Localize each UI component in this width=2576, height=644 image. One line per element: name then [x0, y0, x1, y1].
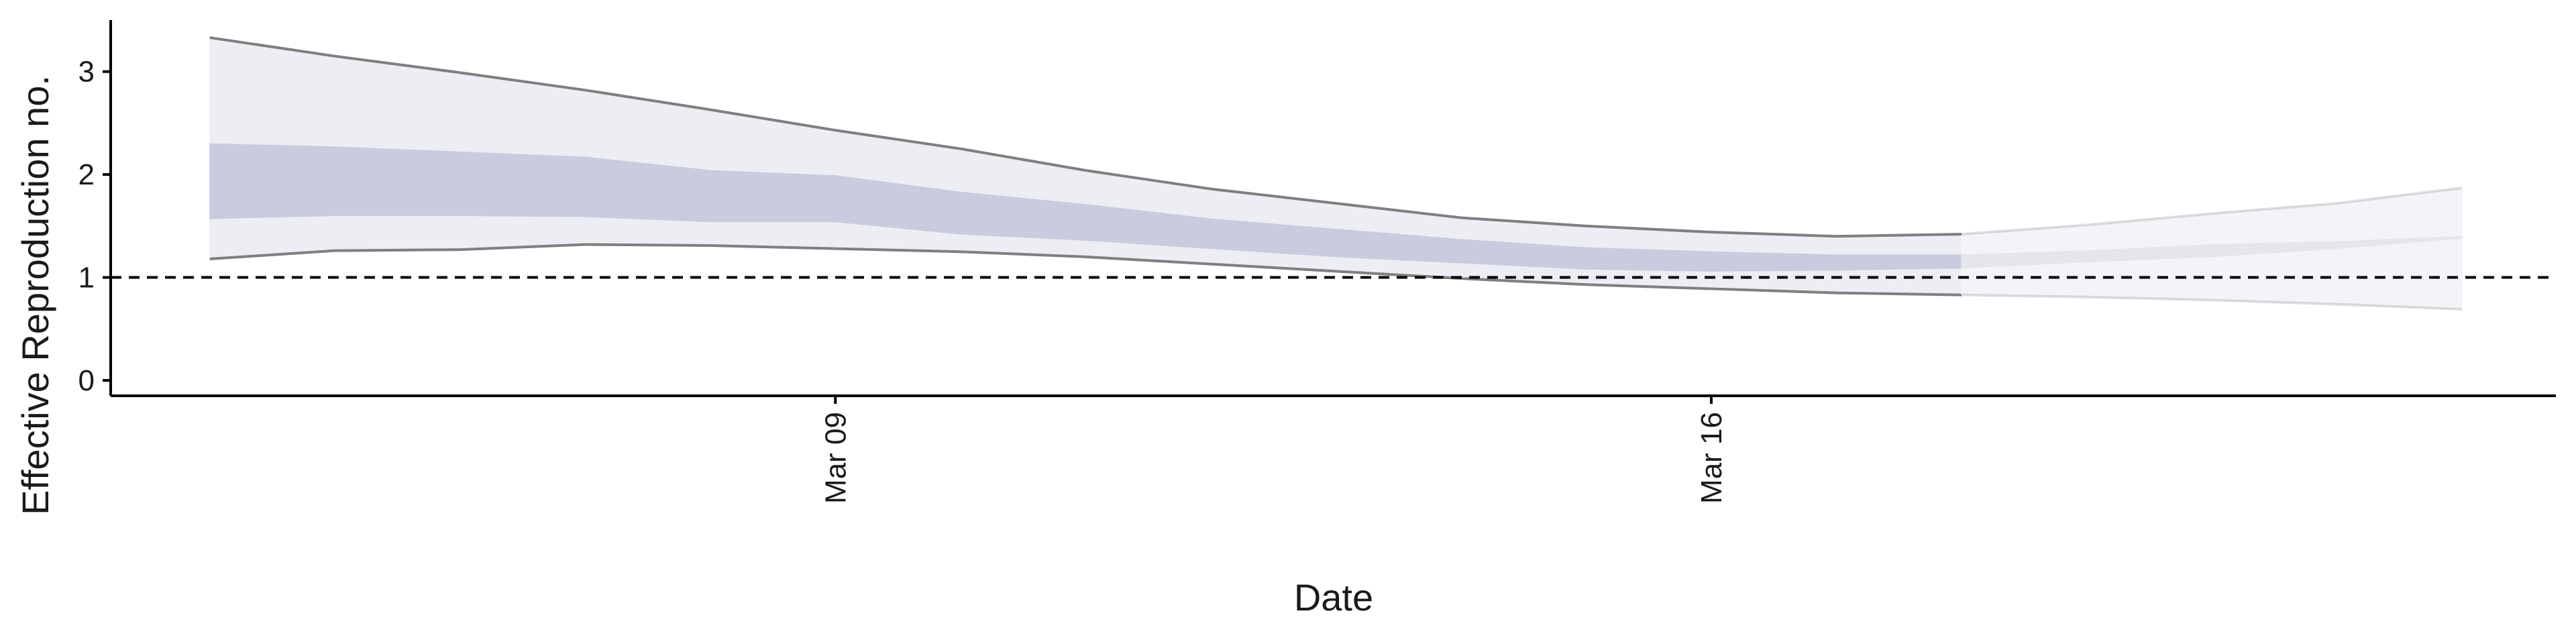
upper-bound-line-segment [2086, 212, 2212, 227]
lower-bound-line-segment [1961, 293, 2087, 299]
interval-50-band-segment [1711, 251, 1837, 272]
lower-bound-line-segment [1460, 277, 1587, 286]
y-tick-label: 1 [78, 262, 95, 294]
interval-50-band-segment [1835, 254, 1962, 271]
lower-bound-line-segment [835, 247, 961, 254]
lower-bound-line-segment [1586, 283, 1712, 290]
upper-bound-line-segment [1586, 224, 1712, 234]
upper-bound-line-segment [1961, 223, 2087, 236]
y-tick-label: 0 [78, 364, 95, 397]
lower-bound-line-segment [585, 243, 710, 247]
lower-bound-line-segment [1085, 255, 1211, 266]
upper-bound-line-segment [710, 108, 836, 132]
interval-50-band-segment [209, 143, 335, 219]
lower-bound-line-segment [1210, 262, 1336, 273]
upper-bound-line-segment [1210, 187, 1336, 205]
lower-bound-line-segment [960, 250, 1086, 258]
interval-50-band-segment [710, 170, 836, 223]
interval-50-band-segment [334, 146, 461, 217]
upper-bound-line-segment [334, 54, 460, 74]
y-tick-label: 3 [78, 56, 95, 89]
lower-bound-line-segment [335, 248, 460, 252]
upper-bound-line-segment [1336, 202, 1462, 219]
x-tick-label: Mar 09 [819, 412, 852, 504]
upper-bound-line-segment [1711, 231, 1837, 238]
lower-bound-line-segment [2086, 295, 2212, 302]
upper-bound-line-segment [835, 129, 961, 150]
upper-bound-line-segment [1460, 216, 1587, 227]
lower-bound-line-segment [710, 244, 836, 250]
axes-layer: 0 1 2 3 Mar 09 Mar 16 [78, 20, 2556, 504]
upper-bound-line-segment [460, 71, 586, 92]
lower-bound-line-segment [2337, 303, 2463, 311]
lower-bound-line-segment [2211, 299, 2337, 306]
interval-50-band-segment [460, 151, 586, 217]
lower-bound-line-segment [460, 243, 586, 252]
plot-layer [111, 36, 2556, 311]
x-axis-title: Date [1294, 576, 1373, 619]
y-tick-label: 2 [78, 158, 95, 191]
lower-bound-line-segment [209, 249, 335, 260]
upper-bound-line-segment [960, 147, 1086, 172]
upper-bound-line-segment [1836, 233, 1962, 238]
x-tick-label: Mar 16 [1695, 412, 1728, 504]
lower-bound-line-segment [1836, 291, 1962, 297]
interval-50-band-segment [1585, 247, 1712, 272]
lower-bound-line-segment [1711, 287, 1837, 294]
interval-90-band-segment [2337, 187, 2463, 310]
upper-bound-line-segment [584, 89, 711, 111]
upper-bound-line-segment [209, 36, 335, 58]
upper-bound-line-segment [2211, 202, 2337, 215]
upper-bound-line-segment [2337, 186, 2463, 205]
y-axis-title: Effective Reproduction no. [14, 75, 56, 515]
upper-bound-line-segment [1085, 169, 1212, 191]
interval-50-band-segment [2337, 235, 2463, 250]
